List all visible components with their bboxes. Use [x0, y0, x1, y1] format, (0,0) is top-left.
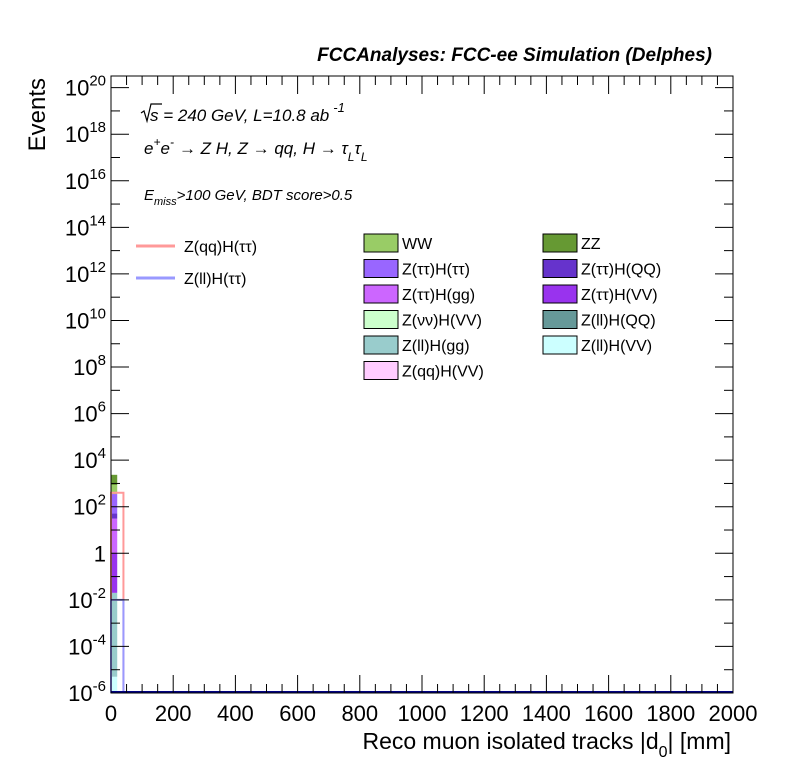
legend-bkg-label: WW [402, 236, 433, 253]
y-tick-label: 10-2 [68, 585, 106, 613]
legend-bkg-label: Z(qq)H(VV) [402, 364, 484, 381]
x-tick-label: 400 [217, 701, 254, 726]
y-tick-label: 1016 [65, 166, 106, 194]
y-tick-labels: 1020 1018 1016 1014 1012 1010 108 106 104 102 1 10-… [65, 73, 106, 706]
legend-signal: Z(qq)H(ττ) Z(ll)H(ττ) [136, 239, 257, 288]
x-tick-label: 200 [155, 701, 192, 726]
y-axis-label: Events [24, 78, 51, 151]
legend-bkg-label: Z(ll)H(VV) [581, 338, 652, 355]
chart-title: FCCAnalyses: FCC-ee Simulation (Delphes) [317, 45, 712, 66]
x-tick-label: 1000 [398, 701, 447, 726]
legend-bkg-swatch [363, 284, 399, 304]
legend-bkg-label: Z(ττ)H(QQ) [581, 262, 661, 279]
y-tick-label: 102 [73, 492, 106, 520]
legend-bkg-swatch [363, 335, 399, 355]
legend-bkg-swatch [542, 284, 578, 304]
cut-annotation: Emiss>100 GeV, BDT score>0.5 [144, 187, 353, 208]
bar-0 [111, 676, 118, 693]
x-tick-label: 0 [105, 701, 117, 726]
stacked-bars [111, 474, 118, 693]
bar-9 [111, 485, 118, 495]
y-tick-label: 104 [73, 445, 106, 473]
sqrt-s-annotation: s = 240 GeV, L=10.8 ab -1 [140, 100, 345, 125]
x-tick-label: 1800 [646, 701, 695, 726]
x-tick-label: 1200 [460, 701, 509, 726]
legend-bkg-label: ZZ [581, 236, 601, 253]
y-tick-label: 1018 [65, 119, 106, 147]
legend-bkg-label: Z(ττ)H(ττ) [402, 262, 470, 279]
y-tick-label: 10-6 [68, 678, 106, 706]
x-tick-label: 1400 [522, 701, 571, 726]
bar-7 [111, 513, 118, 519]
legend-background: WW ZZ Z(ττ)H(ττ) Z(ττ)H(QQ) Z(ττ)H(gg) Z(ττ)H… [363, 233, 661, 381]
legend-bkg-swatch [542, 310, 578, 329]
legend-sig-label: Z(ll)H(ττ) [184, 271, 246, 288]
x-tick-labels: 0 200 400 600 800 1000 1200 1400 1600 1800 2000 [105, 701, 758, 726]
legend-sig-label: Z(qq)H(ττ) [184, 239, 257, 256]
legend-bkg-label: Z(νν)H(VV) [402, 313, 482, 330]
y-tick-label: 1 [94, 541, 106, 566]
x-tick-label: 1600 [584, 701, 633, 726]
bar-8 [111, 494, 118, 514]
y-tick-label: 1012 [65, 259, 106, 287]
legend-bkg-label: Z(ττ)H(gg) [402, 287, 475, 304]
y-tick-label: 1010 [65, 305, 106, 333]
legend-bkg-label: Z(ττ)H(VV) [581, 287, 658, 304]
legend-bkg-swatch [542, 259, 578, 278]
legend-bkg-swatch [363, 310, 399, 329]
x-tick-label: 600 [279, 701, 316, 726]
bar-6 [111, 518, 118, 554]
legend-bkg-swatch [363, 233, 399, 253]
x-tick-label: 2000 [709, 701, 758, 726]
y-tick-label: 108 [73, 352, 106, 380]
legend-bkg-swatch [542, 335, 578, 355]
legend-bkg-label: Z(ll)H(gg) [402, 338, 470, 355]
bar-1 [111, 592, 118, 677]
legend-bkg-swatch [363, 361, 399, 380]
y-tick-label: 1020 [65, 73, 106, 101]
bar-5 [111, 553, 118, 593]
x-tick-label: 800 [341, 701, 378, 726]
axis-ticks [110, 76, 734, 694]
bar-10 [111, 474, 118, 486]
legend-bkg-swatch [363, 259, 399, 278]
legend-bkg-swatch [542, 233, 578, 253]
y-tick-label: 10-4 [68, 631, 106, 659]
svg-text:s = 240 GeV, L=10.8 ab-1: s = 240 GeV, L=10.8 ab -1 [150, 100, 345, 125]
x-axis-label: Reco muon isolated tracks |d0| [mm] [362, 728, 731, 761]
signal-lines [110, 491, 733, 693]
plot-frame [110, 75, 734, 694]
legend-bkg-label: Z(ll)H(QQ) [581, 313, 656, 330]
y-tick-label: 1014 [65, 212, 106, 240]
y-tick-label: 106 [73, 399, 106, 427]
process-annotation: e+e- → Z H, Z → qq, H → τLτL [144, 135, 368, 164]
